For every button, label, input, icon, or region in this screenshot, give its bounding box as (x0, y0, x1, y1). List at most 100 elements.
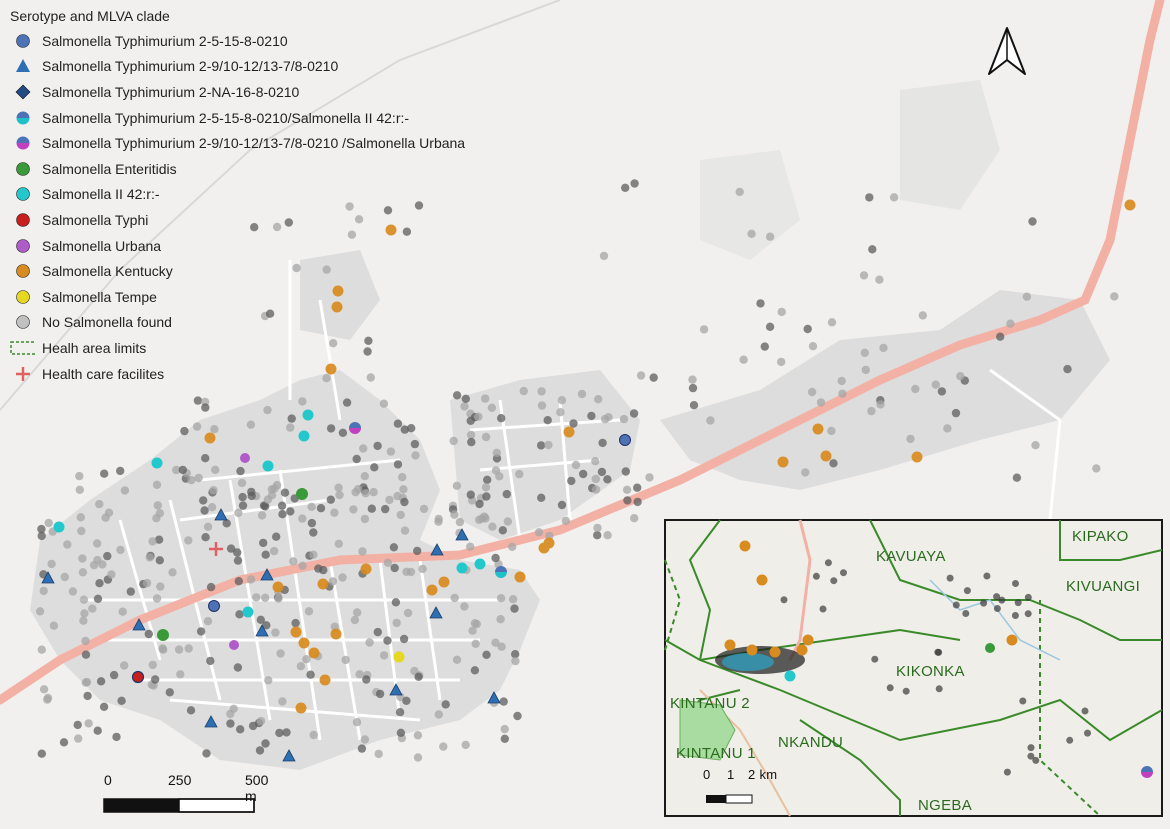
no-salmonella-point (411, 451, 420, 460)
no-salmonella-point (410, 439, 420, 449)
no-salmonella-point (202, 749, 211, 758)
no-salmonella-point (322, 374, 331, 383)
typhimurium-triangles (41, 508, 501, 762)
typhimurium-triangle (430, 543, 444, 556)
no-salmonella-point (347, 230, 357, 239)
no-salmonella-point (362, 675, 371, 684)
no-salmonella-point (306, 670, 315, 679)
no-salmonella-point (142, 578, 152, 588)
no-salmonella-point (623, 496, 632, 505)
no-salmonella-point (399, 634, 409, 644)
no-salmonella-point (338, 573, 347, 582)
no-salmonella-point (255, 746, 265, 755)
inset-no-salmonella-point (812, 572, 820, 580)
no-salmonella-point (148, 660, 157, 670)
no-salmonella-point (37, 531, 46, 541)
no-salmonella-points (35, 179, 1119, 762)
no-salmonella-point (537, 493, 546, 502)
no-salmonella-point (88, 604, 97, 613)
no-salmonella-point (636, 371, 646, 380)
no-salmonella-point (622, 485, 632, 494)
inset-no-salmonella-point (962, 610, 970, 617)
no-salmonella-point (275, 728, 284, 738)
no-salmonella-point (630, 179, 639, 188)
no-salmonella-point (233, 663, 243, 672)
no-salmonella-point (689, 401, 699, 410)
no-salmonella-point (860, 348, 869, 357)
main-road (0, 0, 1165, 705)
no-salmonella-point (367, 504, 376, 513)
no-salmonella-point (603, 475, 612, 484)
no-salmonella-point (475, 499, 484, 509)
no-salmonella-point (536, 441, 546, 450)
no-salmonella-point (481, 394, 490, 403)
kentucky-point (295, 702, 307, 714)
no-salmonella-point (496, 594, 506, 603)
no-salmonella-point (148, 537, 157, 546)
no-salmonella-point (621, 467, 630, 476)
no-salmonella-point (93, 555, 102, 565)
no-salmonella-point (100, 469, 109, 478)
no-salmonella-point (630, 514, 639, 523)
inset-no-salmonella-point (886, 684, 894, 692)
inset-label-kikonka: KIKONKA (896, 663, 965, 680)
no-salmonella-point (491, 553, 500, 563)
no-salmonella-point (342, 398, 352, 407)
no-salmonella-point (735, 187, 744, 197)
no-salmonella-point (876, 400, 885, 409)
no-salmonella-point (95, 499, 104, 509)
inset-scale-white (725, 794, 753, 804)
no-salmonella-point (911, 384, 920, 394)
no-salmonella-point (510, 604, 519, 613)
kentucky-point (538, 542, 550, 554)
inset-no-salmonella-point (871, 655, 879, 663)
no-salmonella-point (211, 465, 220, 474)
no-salmonella-point (234, 577, 243, 586)
legend-item: Salmonella Typhimurium 2-5-15-8-0210 (10, 28, 465, 54)
no-salmonella-point (481, 514, 490, 523)
no-salmonella-point (201, 533, 210, 542)
inset-scale-black (706, 795, 726, 803)
no-salmonella-point (747, 229, 756, 238)
no-salmonella-point (383, 206, 393, 215)
no-salmonella-point (777, 307, 786, 317)
no-salmonella-point (226, 719, 235, 728)
no-salmonella-point (688, 383, 698, 393)
no-salmonella-point (93, 726, 102, 735)
no-salmonella-point (116, 545, 125, 555)
no-salmonella-point (233, 548, 242, 557)
no-salmonella-point (370, 463, 379, 472)
no-salmonella-point (373, 627, 382, 637)
no-salmonella-point (201, 403, 210, 412)
no-salmonella-point (450, 510, 459, 519)
no-salmonella-point (604, 413, 613, 422)
inset-no-salmonella-point (1027, 744, 1035, 752)
no-salmonella-point (466, 490, 475, 499)
no-salmonella-point (155, 556, 164, 565)
no-salmonella-point (256, 615, 265, 624)
no-salmonella-point (206, 582, 216, 592)
no-salmonella-point (937, 387, 947, 396)
no-salmonella-point (951, 408, 961, 418)
no-salmonella-point (63, 540, 72, 549)
legend-items: Salmonella Typhimurium 2-5-15-8-0210 Salm… (10, 28, 465, 386)
urbana-point (229, 640, 239, 650)
scale-bar (103, 798, 255, 813)
legend-symbol-circle-icon (10, 262, 36, 280)
no-salmonella-point (151, 675, 160, 684)
no-salmonella-point (801, 468, 810, 477)
legend-symbol-cross-icon (10, 365, 36, 383)
no-salmonella-point (577, 389, 587, 399)
no-salmonella-point (153, 501, 162, 510)
typhimurium-triangle (282, 749, 296, 762)
no-salmonella-point (561, 516, 571, 526)
no-salmonella-point (487, 403, 497, 412)
no-salmonella-point (81, 636, 90, 646)
no-salmonella-point (385, 495, 394, 505)
no-salmonella-point (1028, 217, 1037, 226)
no-salmonella-point (383, 636, 392, 645)
no-salmonella-point (93, 539, 102, 548)
no-salmonella-point (329, 339, 338, 348)
no-salmonella-point (59, 738, 69, 747)
no-salmonella-point (474, 412, 483, 421)
